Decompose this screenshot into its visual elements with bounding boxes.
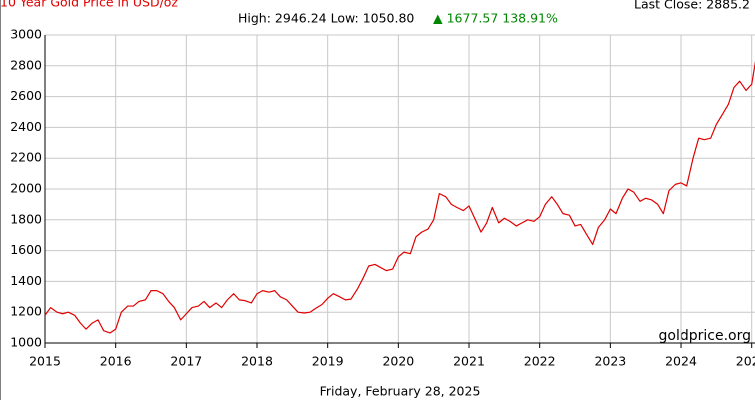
x-tick-label: 2024: [665, 354, 697, 369]
x-tick-label: 2023: [594, 354, 626, 369]
watermark: goldprice.org: [659, 328, 751, 344]
x-tick-label: 2015: [29, 354, 61, 369]
y-tick-label: 1000: [10, 335, 42, 350]
change: ▲ 1677.57 138.91%: [433, 11, 558, 26]
y-tick-label: 2600: [10, 88, 42, 103]
y-tick-label: 1200: [10, 304, 42, 319]
y-tick-label: 1800: [10, 211, 42, 226]
y-tick-label: 2200: [10, 150, 42, 165]
y-tick-label: 1400: [10, 273, 42, 288]
date-label: Friday, February 28, 2025: [320, 384, 481, 399]
last-close: Last Close: 2885.2: [634, 0, 750, 12]
price-line: [44, 60, 755, 334]
x-tick-label: 2022: [524, 354, 556, 369]
stats: High: 2946.24 Low: 1050.80: [238, 11, 414, 26]
x-tick-label: 2018: [241, 354, 273, 369]
y-tick-label: 1600: [10, 242, 42, 257]
x-tick-label: 2017: [170, 354, 202, 369]
x-tick-label: 2025: [736, 354, 755, 369]
x-tick-label: 2019: [312, 354, 344, 369]
x-tick-label: 2021: [453, 354, 485, 369]
y-tick-label: 2800: [10, 57, 42, 72]
x-tick-label: 2020: [382, 354, 414, 369]
y-tick-label: 3000: [10, 27, 42, 42]
y-tick-label: 2400: [10, 119, 42, 134]
x-tick-label: 2016: [100, 354, 132, 369]
y-tick-label: 2000: [10, 181, 42, 196]
chart-title: 10 Year Gold Price in USD/oz: [0, 0, 178, 10]
